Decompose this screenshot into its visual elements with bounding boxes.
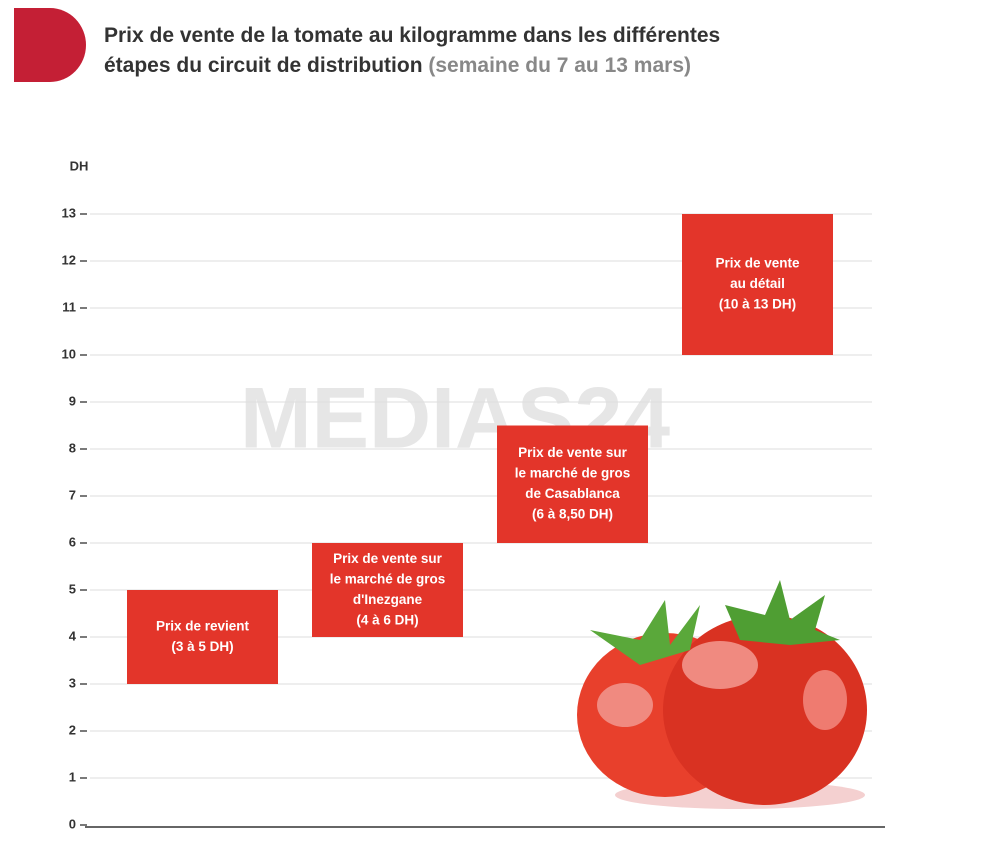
- y-axis-label: DH: [70, 158, 89, 173]
- y-tick-label: 4: [69, 628, 77, 643]
- value-label: (4 à 6 DH): [356, 612, 418, 627]
- value-label: (3 à 5 DH): [171, 639, 233, 654]
- y-tick-label: 2: [69, 722, 76, 737]
- logo: [14, 8, 86, 82]
- y-tick-label: 3: [69, 675, 76, 690]
- y-tick-label: 12: [62, 252, 76, 267]
- title-text: Prix de vente de la tomate au kilogramme…: [104, 24, 720, 47]
- y-tick-label: 11: [62, 299, 76, 314]
- chart-title: Prix de vente de la tomate au kilogramme…: [104, 24, 720, 47]
- bar-label: au détail: [730, 276, 785, 291]
- y-tick-label: 1: [69, 769, 76, 784]
- chart-title-line2: étapes du circuit de distribution (semai…: [104, 54, 691, 77]
- y-tick-label: 8: [69, 440, 76, 455]
- y-tick-label: 5: [69, 581, 76, 596]
- y-tick-label: 6: [69, 534, 76, 549]
- y-tick-label: 0: [69, 816, 76, 831]
- bar: [127, 590, 278, 684]
- bar-label: de Casablanca: [525, 486, 620, 501]
- bar-label: le marché de gros: [330, 571, 446, 586]
- bar: [497, 425, 648, 543]
- bar: [312, 543, 463, 637]
- y-tick-label: 7: [69, 487, 76, 502]
- bar-label: le marché de gros: [515, 466, 631, 481]
- bar-label: Prix de vente: [715, 256, 800, 271]
- value-label: (6 à 8,50 DH): [532, 507, 613, 522]
- title-text-cont: étapes du circuit de distribution: [104, 54, 428, 77]
- bar-label: Prix de vente sur: [518, 445, 628, 460]
- chart-subtitle: (semaine du 7 au 13 mars): [428, 54, 691, 77]
- bar-label: Prix de vente sur: [333, 551, 443, 566]
- y-tick-label: 10: [62, 346, 76, 361]
- bar: [682, 214, 833, 355]
- value-label: (10 à 13 DH): [719, 297, 796, 312]
- y-tick-label: 9: [69, 393, 76, 408]
- tomato: [577, 580, 867, 809]
- bar-label: Prix de revient: [156, 618, 250, 633]
- y-tick-label: 13: [62, 205, 76, 220]
- bar-label: d'Inezgane: [353, 592, 423, 607]
